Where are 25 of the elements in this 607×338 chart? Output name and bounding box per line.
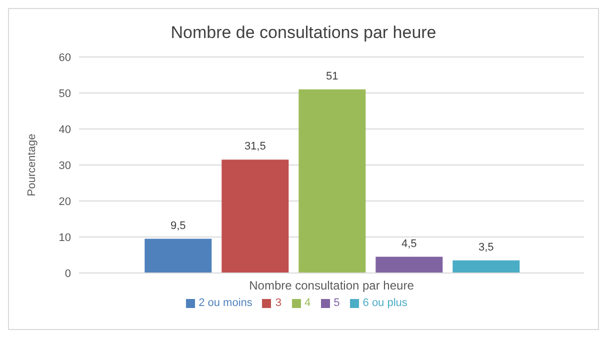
bar bbox=[376, 256, 443, 273]
bar bbox=[222, 160, 289, 273]
legend-label: 5 bbox=[334, 297, 340, 309]
y-tick-label: 20 bbox=[58, 196, 71, 208]
bar bbox=[452, 260, 520, 273]
x-tick-label: Nombre consultation par heure bbox=[249, 278, 414, 293]
bar bbox=[298, 89, 366, 273]
y-tick-label: 60 bbox=[58, 52, 71, 64]
data-label: 9,5 bbox=[170, 220, 186, 232]
y-tick-label: 40 bbox=[58, 124, 71, 136]
y-tick-label: 0 bbox=[64, 268, 71, 280]
data-label: 51 bbox=[326, 70, 338, 82]
data-label: 3,5 bbox=[478, 241, 494, 254]
y-tick-label: 10 bbox=[58, 232, 71, 244]
y-tick-label: 30 bbox=[58, 160, 71, 172]
data-label: 4,5 bbox=[402, 238, 417, 250]
legend-label: 6 ou plus bbox=[362, 297, 408, 309]
chart-title: Nombre de consultations par heure bbox=[170, 23, 438, 44]
legend-label: 2 ou moins bbox=[198, 297, 252, 309]
data-label: 31,5 bbox=[244, 140, 266, 153]
y-tick-label: 50 bbox=[58, 88, 71, 100]
legend-label: 4 bbox=[304, 297, 311, 309]
legend-label: 3 bbox=[275, 297, 282, 309]
bar bbox=[144, 238, 212, 273]
y-axis-title: Pourcentage bbox=[26, 134, 38, 196]
